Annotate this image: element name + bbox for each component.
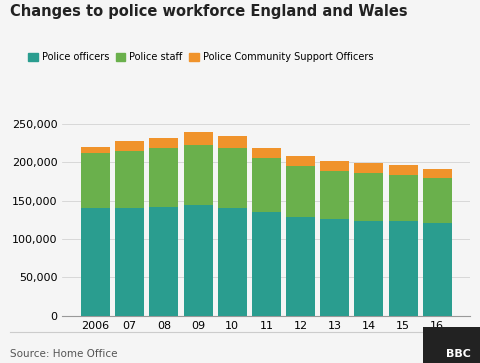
Bar [389,165,418,175]
Bar [389,221,418,316]
Bar [81,147,110,153]
Bar [115,141,144,151]
Bar [115,208,144,316]
Bar [115,151,144,208]
Text: BBC: BBC [445,349,470,359]
Bar [286,166,315,217]
Bar [183,205,213,316]
Bar [354,163,384,173]
Bar [320,171,349,219]
Bar [252,148,281,158]
Bar [252,212,281,316]
Bar [423,169,452,178]
Bar [423,223,452,316]
Bar [389,175,418,221]
Bar [354,221,384,316]
Legend: Police officers, Police staff, Police Community Support Officers: Police officers, Police staff, Police Co… [24,48,377,66]
Bar [81,208,110,316]
Bar [183,132,213,144]
Bar [320,161,349,171]
Text: Changes to police workforce England and Wales: Changes to police workforce England and … [10,4,407,19]
Bar [218,148,247,208]
Bar [149,148,179,207]
Bar [286,156,315,166]
Bar [423,178,452,223]
Bar [218,136,247,148]
Bar [183,144,213,205]
Bar [149,207,179,316]
Bar [81,153,110,208]
Bar [252,158,281,212]
Bar [218,208,247,316]
Bar [286,217,315,316]
Bar [149,138,179,148]
Bar [354,173,384,221]
Bar [320,219,349,316]
Text: Source: Home Office: Source: Home Office [10,349,117,359]
